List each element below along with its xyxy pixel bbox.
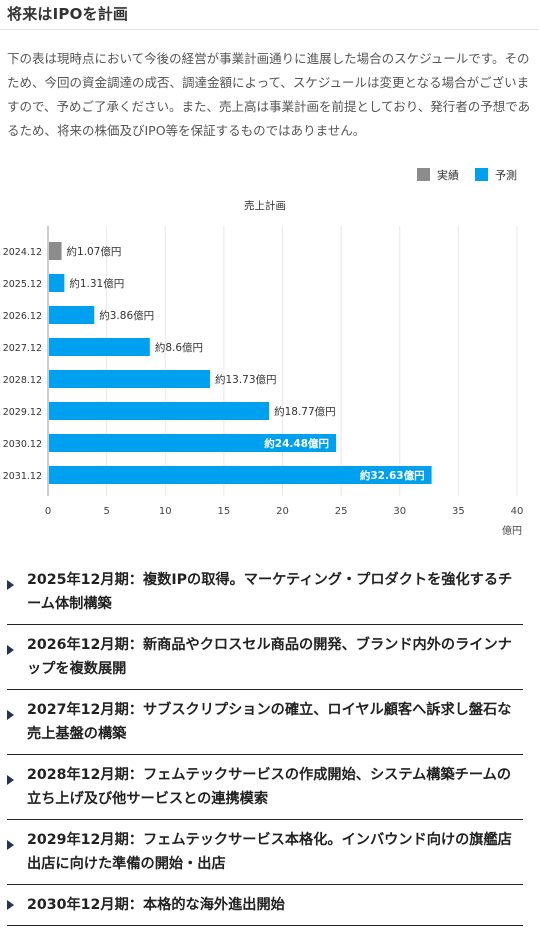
milestone-text: 2026年12月期：新商品やクロスセル商品の開発、ブランド内外のラインナップを複… <box>27 637 512 677</box>
bar-2028.12 <box>49 370 210 388</box>
data-label-2025.12: 約1.31億円 <box>69 277 124 290</box>
y-tick-label-2027.12: 2027.12 <box>3 343 42 354</box>
milestone-text: 2029年12月期：フェムテックサービス本格化。インバウンド向けの旗艦店出店に向… <box>27 832 512 872</box>
arrow-right-icon <box>7 645 14 655</box>
y-tick-label-2024.12: 2024.12 <box>3 247 42 258</box>
bar-2026.12 <box>49 306 95 324</box>
milestone-text: 2028年12月期：フェムテックサービスの作成開始、システム構築チームの立ち上げ… <box>27 767 512 807</box>
data-label-2028.12: 約13.73億円 <box>215 373 277 386</box>
x-tick-label-10: 10 <box>159 506 172 517</box>
chart-title: 売上計画 <box>244 199 286 212</box>
data-label-2026.12: 約3.86億円 <box>99 309 154 322</box>
milestone-text: 2030年12月期：本格的な海外進出開始 <box>27 897 285 913</box>
page-header: 将来はIPOを計画 <box>0 0 539 30</box>
y-tick-label-2026.12: 2026.12 <box>3 311 42 322</box>
x-tick-label-35: 35 <box>452 506 465 517</box>
y-tick-label-2031.12: 2031.12 <box>3 471 42 482</box>
x-tick-label-20: 20 <box>276 506 289 517</box>
data-label-2024.12: 約1.07億円 <box>67 245 122 258</box>
data-label-2031.12: 約32.63億円 <box>360 469 425 482</box>
y-tick-label-2029.12: 2029.12 <box>3 407 42 418</box>
x-axis-unit: 億円 <box>502 524 522 537</box>
milestone-item: 2030年12月期：本格的な海外進出開始 <box>7 885 523 926</box>
data-label-2029.12: 約18.77億円 <box>274 405 336 418</box>
x-tick-label-0: 0 <box>45 506 51 517</box>
legend-swatch-0 <box>417 168 430 181</box>
arrow-right-icon <box>7 775 14 785</box>
sales-plan-chart: 実績 予測売上計画 0 5 10 15 20 25 30 35 40 億円 2024.12 約1.07億円… <box>0 160 539 545</box>
bar-2025.12 <box>49 274 65 292</box>
x-tick-label-30: 30 <box>393 506 406 517</box>
bar-2027.12 <box>49 338 150 356</box>
x-tick-label-25: 25 <box>335 506 348 517</box>
arrow-right-icon <box>7 580 14 590</box>
milestone-item: 2025年12月期：複数IPの取得。マーケティング・プロダクトを強化するチーム体… <box>7 560 523 625</box>
x-tick-label-15: 15 <box>218 506 231 517</box>
milestone-list: 2025年12月期：複数IPの取得。マーケティング・プロダクトを強化するチーム体… <box>7 560 523 926</box>
bar-2030.12 <box>49 434 337 452</box>
milestone-item: 2029年12月期：フェムテックサービス本格化。インバウンド向けの旗艦店出店に向… <box>7 820 523 885</box>
milestone-text: 2027年12月期：サブスクリプションの確立、ロイヤル顧客へ訴求し盤石な売上基盤… <box>27 702 512 742</box>
bar-2029.12 <box>49 402 270 420</box>
legend-label-1: 予測 <box>495 168 517 182</box>
data-label-2030.12: 約24.48億円 <box>264 437 329 450</box>
milestone-item: 2026年12月期：新商品やクロスセル商品の開発、ブランド内外のラインナップを複… <box>7 625 523 690</box>
arrow-right-icon <box>7 710 14 720</box>
data-label-2027.12: 約8.6億円 <box>155 341 203 354</box>
y-tick-label-2030.12: 2030.12 <box>3 439 42 450</box>
arrow-right-icon <box>7 900 14 910</box>
page-title: 将来はIPOを計画 <box>7 5 129 23</box>
y-tick-label-2025.12: 2025.12 <box>3 279 42 290</box>
arrow-right-icon <box>7 840 14 850</box>
legend-swatch-1 <box>475 168 488 181</box>
x-tick-label-40: 40 <box>511 506 524 517</box>
milestone-text: 2025年12月期：複数IPの取得。マーケティング・プロダクトを強化するチーム体… <box>27 572 513 612</box>
bar-2031.12 <box>49 466 432 484</box>
legend-label-0: 実績 <box>437 168 459 182</box>
y-tick-label-2028.12: 2028.12 <box>3 375 42 386</box>
milestone-item: 2027年12月期：サブスクリプションの確立、ロイヤル顧客へ訴求し盤石な売上基盤… <box>7 690 523 755</box>
milestone-item: 2028年12月期：フェムテックサービスの作成開始、システム構築チームの立ち上げ… <box>7 755 523 820</box>
bar-2024.12 <box>49 242 62 260</box>
x-tick-label-5: 5 <box>103 506 109 517</box>
disclaimer-text: 下の表は現時点において今後の経営が事業計画通りに進展した場合のスケジュールです。… <box>7 51 531 138</box>
